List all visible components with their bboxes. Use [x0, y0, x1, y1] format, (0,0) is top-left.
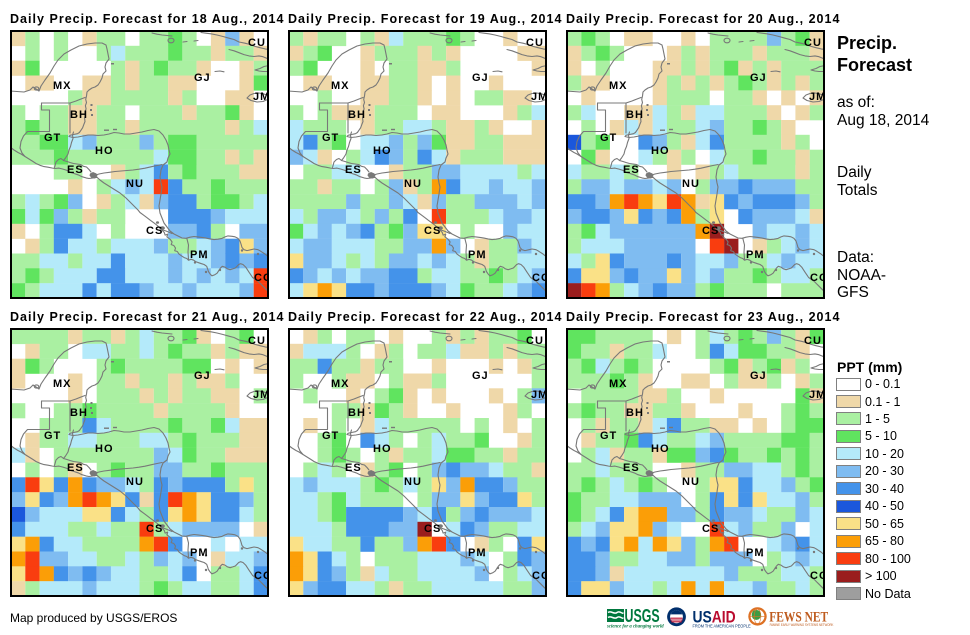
svg-text:FEWS NET: FEWS NET: [769, 608, 828, 625]
svg-text:FROM THE AMERICAN PEOPLE: FROM THE AMERICAN PEOPLE: [693, 623, 751, 628]
svg-text:science for a changing world: science for a changing world: [606, 623, 664, 629]
svg-text:USGS: USGS: [625, 607, 660, 627]
svg-text:USAID: USAID: [693, 608, 736, 626]
svg-text:FAMINE EARLY WARNING SYSTEMS N: FAMINE EARLY WARNING SYSTEMS NETWORK: [770, 623, 835, 627]
